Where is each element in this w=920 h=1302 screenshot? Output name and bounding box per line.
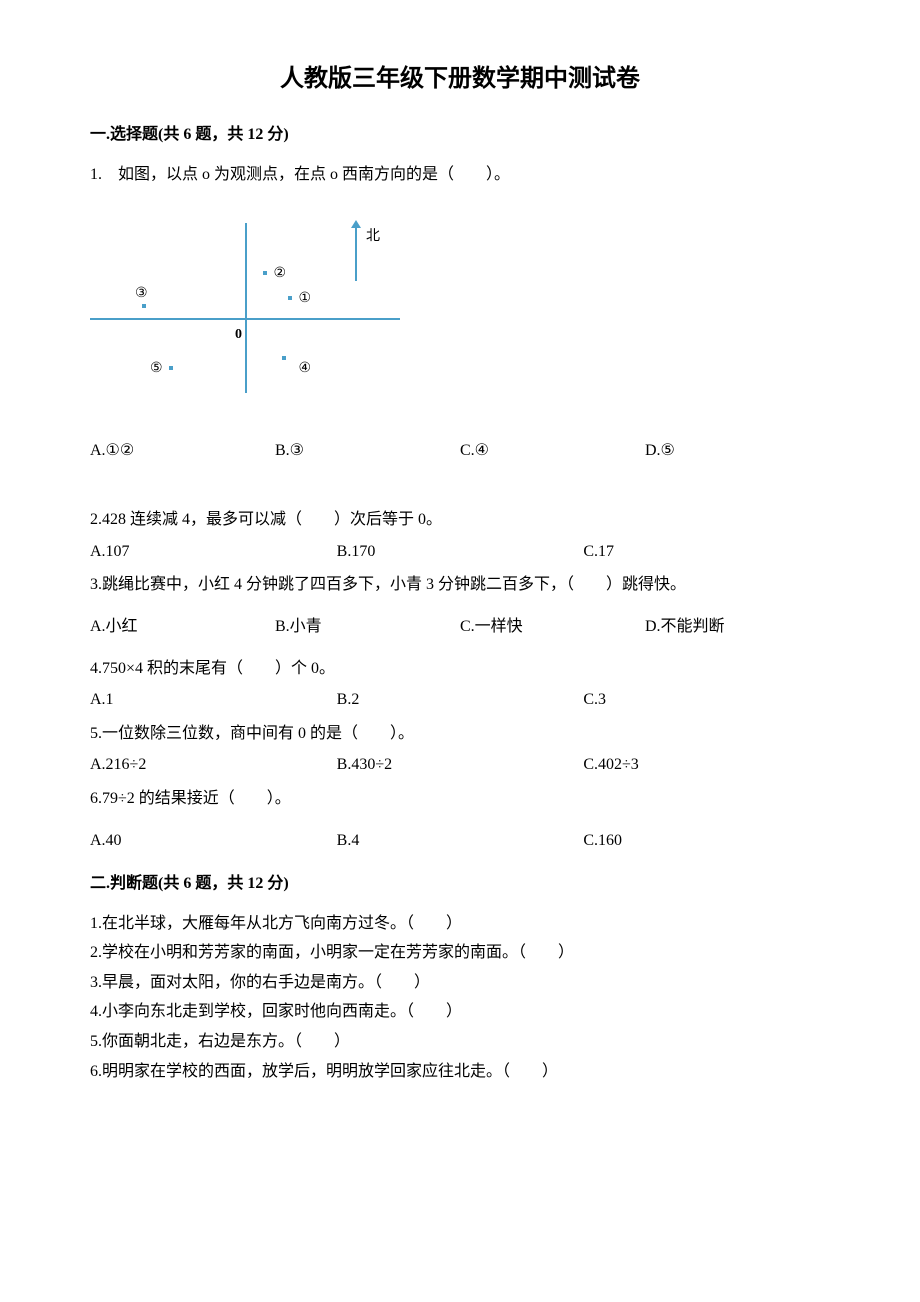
point-5: ⑤ [150, 358, 176, 380]
north-label: 北 [366, 226, 380, 248]
section-1-header: 一.选择题(共 6 题，共 12 分) [90, 122, 830, 148]
option-c: C.一样快 [460, 614, 645, 640]
question-3-options: A.小红 B.小青 C.一样快 D.不能判断 [90, 614, 830, 640]
question-4-options: A.1 B.2 C.3 [90, 687, 830, 713]
question-1: 1. 如图，以点 o 为观测点，在点 o 西南方向的是（ ）。 北 0 ② ① … [90, 162, 830, 463]
point-5-label: ⑤ [150, 358, 163, 380]
option-a: A.107 [90, 539, 337, 565]
question-1-options: A.①② B.③ C.④ D.⑤ [90, 438, 830, 464]
option-b: B.③ [275, 438, 460, 464]
option-c: C.160 [583, 828, 830, 854]
point-2-label: ② [274, 263, 287, 285]
point-1: ① [285, 288, 311, 310]
spacer [90, 818, 830, 828]
question-2: 2.428 连续减 4，最多可以减（ ）次后等于 0。 A.107 B.170 … [90, 507, 830, 564]
option-c: C.402÷3 [583, 752, 830, 778]
question-6-options: A.40 B.4 C.160 [90, 828, 830, 854]
point-4: ④ [285, 358, 311, 380]
question-5: 5.一位数除三位数，商中间有 0 的是（ ）。 A.216÷2 B.430÷2 … [90, 721, 830, 778]
option-a: A.小红 [90, 614, 275, 640]
question-3-text: 3.跳绳比赛中，小红 4 分钟跳了四百多下，小青 3 分钟跳二百多下，（ ）跳得… [90, 572, 830, 598]
option-d: D.不能判断 [645, 614, 830, 640]
option-b: B.小青 [275, 614, 460, 640]
option-a: A.①② [90, 438, 275, 464]
option-a: A.216÷2 [90, 752, 337, 778]
spacer [90, 604, 830, 614]
option-c: C.3 [583, 687, 830, 713]
judge-5: 5.你面朝北走，右边是东方。（ ） [90, 1029, 830, 1055]
question-4: 4.750×4 积的末尾有（ ）个 0。 A.1 B.2 C.3 [90, 656, 830, 713]
question-2-text: 2.428 连续减 4，最多可以减（ ）次后等于 0。 [90, 507, 830, 533]
judge-4: 4.小李向东北走到学校，回家时他向西南走。（ ） [90, 999, 830, 1025]
axis-vertical [245, 223, 247, 393]
judge-1: 1.在北半球，大雁每年从北方飞向南方过冬。（ ） [90, 911, 830, 937]
page-title: 人教版三年级下册数学期中测试卷 [90, 60, 830, 98]
judge-6: 6.明明家在学校的西面，放学后，明明放学回家应往北走。（ ） [90, 1059, 830, 1085]
north-arrow-icon [355, 226, 357, 281]
judge-3: 3.早晨，面对太阳，你的右手边是南方。（ ） [90, 970, 830, 996]
dot-icon [288, 296, 292, 300]
option-d: D.⑤ [645, 438, 830, 464]
point-2: ② [260, 263, 286, 285]
question-1-text: 1. 如图，以点 o 为观测点，在点 o 西南方向的是（ ）。 [90, 162, 830, 188]
dot-icon [263, 271, 267, 275]
question-5-text: 5.一位数除三位数，商中间有 0 的是（ ）。 [90, 721, 830, 747]
dot-icon [142, 304, 146, 308]
point-3-label: ③ [135, 283, 148, 305]
option-a: A.1 [90, 687, 337, 713]
origin-label: 0 [235, 324, 242, 346]
diagram: 北 0 ② ① ③ ⑤ ④ [90, 208, 410, 408]
question-6: 6.79÷2 的结果接近（ ）。 A.40 B.4 C.160 [90, 786, 830, 853]
question-6-text: 6.79÷2 的结果接近（ ）。 [90, 786, 830, 812]
question-3: 3.跳绳比赛中，小红 4 分钟跳了四百多下，小青 3 分钟跳二百多下，（ ）跳得… [90, 572, 830, 639]
dot-icon [169, 366, 173, 370]
option-c: C.④ [460, 438, 645, 464]
point-1-label: ① [299, 288, 312, 310]
dot-icon [282, 356, 286, 360]
point-4-label: ④ [299, 358, 312, 380]
question-5-options: A.216÷2 B.430÷2 C.402÷3 [90, 752, 830, 778]
question-4-text: 4.750×4 积的末尾有（ ）个 0。 [90, 656, 830, 682]
spacer [90, 479, 830, 507]
option-b: B.2 [337, 687, 584, 713]
option-b: B.4 [337, 828, 584, 854]
option-c: C.17 [583, 539, 830, 565]
option-b: B.170 [337, 539, 584, 565]
diagram-container: 北 0 ② ① ③ ⑤ ④ [90, 208, 830, 408]
point-3: ③ [135, 283, 148, 305]
question-2-options: A.107 B.170 C.17 [90, 539, 830, 565]
option-a: A.40 [90, 828, 337, 854]
option-b: B.430÷2 [337, 752, 584, 778]
judge-2: 2.学校在小明和芳芳家的南面，小明家一定在芳芳家的南面。（ ） [90, 940, 830, 966]
section-2-header: 二.判断题(共 6 题，共 12 分) [90, 871, 830, 897]
